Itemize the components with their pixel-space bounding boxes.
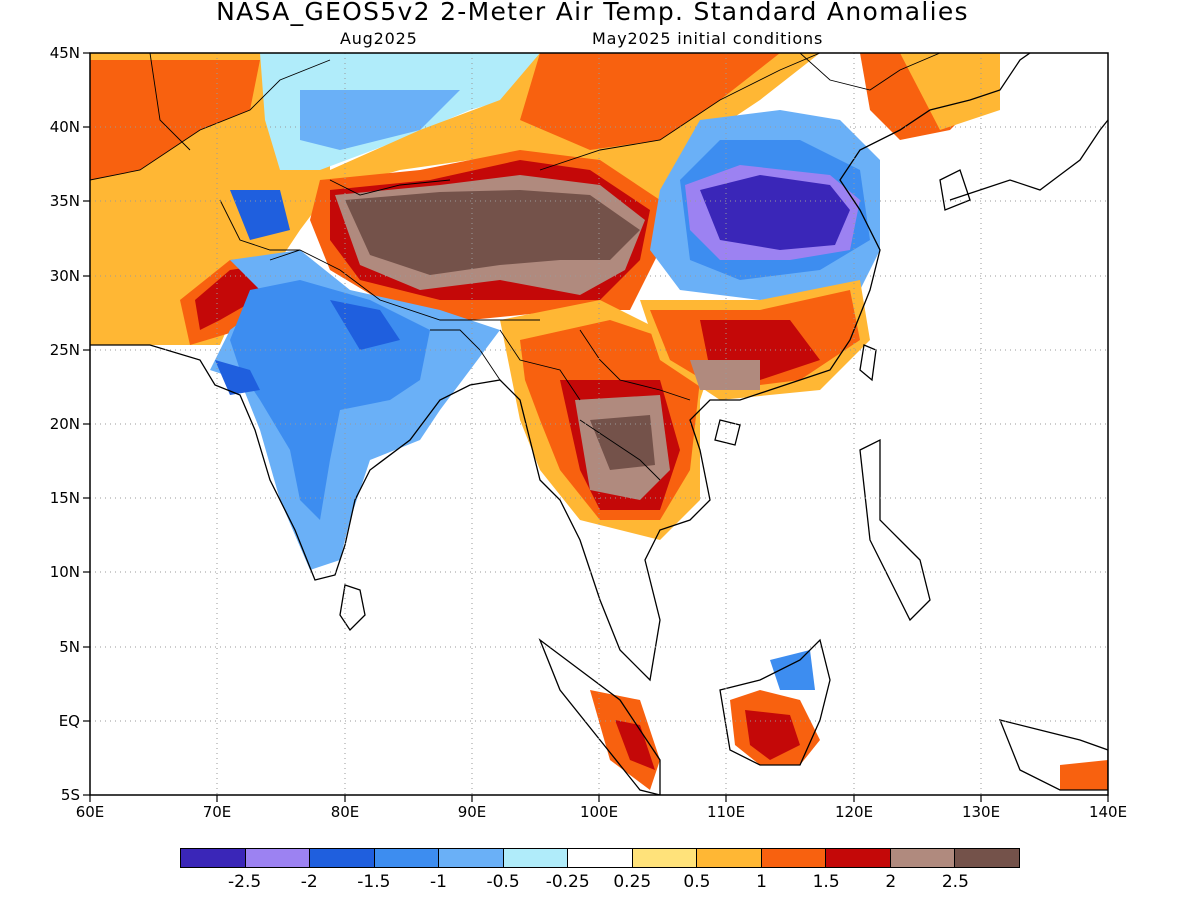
gridlines [90,53,1108,795]
colorbar-swatch [761,849,827,867]
lon-label-120e: 120E [834,803,874,821]
initial-conditions-label: May2025 initial conditions [592,29,824,48]
colorbar-swatch [310,849,375,867]
colorbar-swatch [374,849,440,867]
colorbar-label: 1 [756,872,767,892]
lon-label-70e: 70E [202,803,232,821]
forecast-month-label: Aug2025 [340,29,418,48]
colorbar-label: 2.5 [941,872,969,892]
lat-label-5n: 5N [59,638,80,656]
lon-label-140e: 140E [1088,803,1128,821]
lat-label-45n: 45N [49,44,80,62]
colorbar-label: 0.5 [683,872,711,892]
colorbar-swatch [568,849,633,867]
map-title: NASA_GEOS5v2 2-Meter Air Temp. Standard … [216,0,969,26]
lat-label-30n: 30N [49,267,80,285]
colorbar-label: 0.25 [613,872,652,892]
colorbar-swatch [181,849,246,867]
colorbar-swatch [890,849,956,867]
colorbar-label: -1.5 [357,872,391,892]
colorbar-label: -2 [300,872,318,892]
colorbar [180,848,1020,868]
colorbar-swatch [826,849,891,867]
lat-label-35n: 35N [49,192,80,210]
colorbar-label: 2 [885,872,897,892]
lat-label-25n: 25N [49,341,80,359]
colorbar-label: -2.5 [228,872,262,892]
lat-label-15n: 15N [49,489,80,507]
lat-label-5s: 5S [60,786,80,804]
colorbar-label: 1.5 [812,872,840,892]
lat-label-40n: 40N [49,118,80,136]
colorbar-swatch [245,849,311,867]
warm-region-central-asia [90,60,260,180]
colorbar-swatch [632,849,698,867]
coastline-layer [90,53,1108,795]
colorbar-label: -0.25 [545,872,590,892]
lon-label-110e: 110E [706,803,746,821]
lon-label-60e: 60E [75,803,105,821]
colorbar-label: -1 [429,872,447,892]
colorbar-swatch [955,849,1019,867]
lat-label-10n: 10N [49,563,80,581]
lat-label-eq: EQ [58,712,80,730]
lon-label-130e: 130E [961,803,1001,821]
colorbar-swatch [697,849,762,867]
colorbar-label: -0.5 [486,872,520,892]
lon-label-90e: 90E [457,803,487,821]
lat-label-20n: 20N [49,415,80,433]
lon-label-100e: 100E [579,803,619,821]
hot-spot-pakistan [195,265,265,330]
colorbar-swatch [503,849,569,867]
axis-ticks [83,52,1109,802]
colorbar-swatch [439,849,504,867]
lon-label-80e: 80E [330,803,360,821]
border-layer [90,53,941,481]
